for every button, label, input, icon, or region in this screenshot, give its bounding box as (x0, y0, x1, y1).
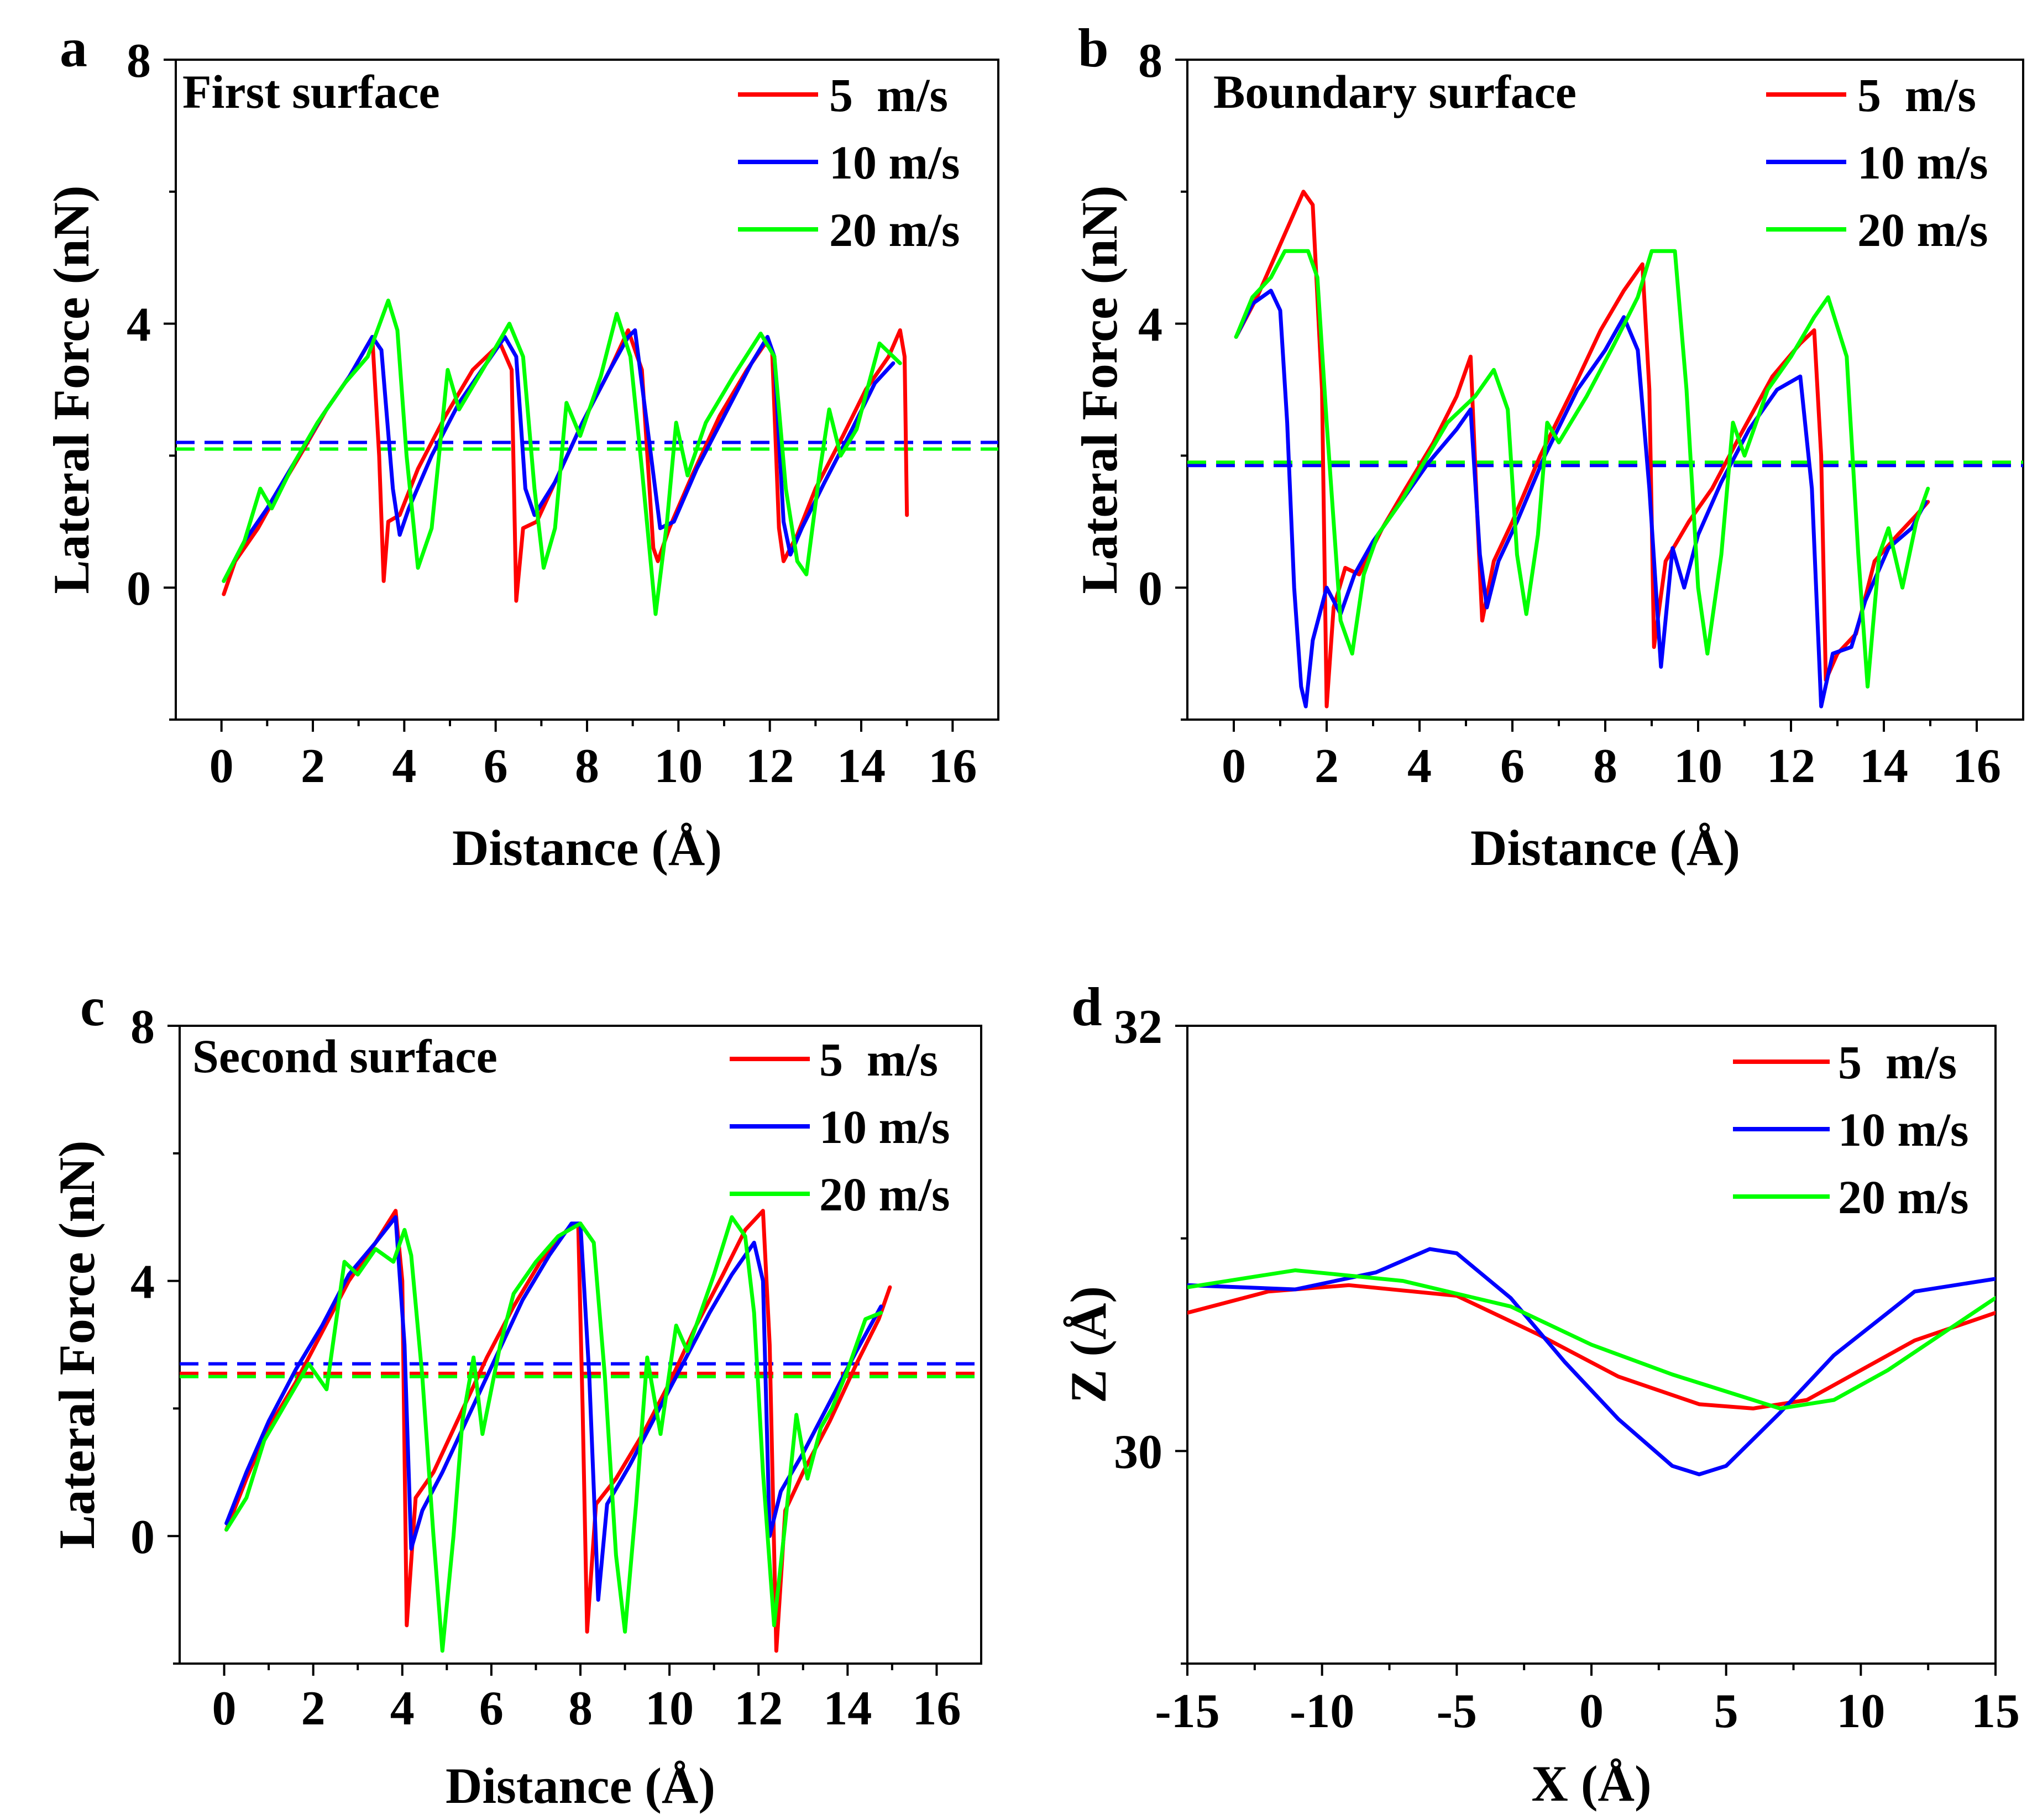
x-tick-label: 14 (823, 1682, 872, 1735)
legend-label: 5 m/s (1838, 1036, 1957, 1089)
series-line-red (222, 328, 909, 603)
legend: 5 m/s 10 m/s 20 m/s (1766, 69, 1988, 256)
plot-area (180, 1209, 981, 1653)
legend: 5 m/s 10 m/s 20 m/s (730, 1033, 950, 1221)
series-line-red (1234, 190, 1930, 709)
panel-title: First surface (182, 65, 440, 118)
series-line-red (1187, 1283, 1996, 1410)
x-tick-label: 4 (390, 1682, 415, 1735)
x-tick-label: 0 (1579, 1685, 1604, 1738)
x-tick-label: 16 (1952, 739, 2001, 793)
x-tick-label: 12 (746, 739, 794, 793)
panel-label: c (80, 976, 104, 1037)
legend-label: 10 m/s (819, 1100, 950, 1153)
x-tick-label: 2 (1314, 739, 1339, 793)
series-line-red (224, 1209, 892, 1653)
x-tick-label: 15 (1971, 1685, 2020, 1738)
x-tick-label: 5 (1714, 1685, 1738, 1738)
panel-label: d (1071, 976, 1102, 1037)
series-line-green (224, 1215, 883, 1653)
x-tick-label: 0 (212, 1682, 237, 1735)
y-tick-label: 8 (130, 1000, 155, 1054)
x-tick-label: 6 (1500, 739, 1525, 793)
x-tick-label: 2 (301, 739, 325, 793)
y-tick-label: 4 (1138, 298, 1162, 352)
x-tick-label: 10 (1836, 1685, 1885, 1738)
x-tick-label: 12 (1767, 739, 1815, 793)
x-tick-label: 8 (568, 1682, 593, 1735)
x-tick-label: 14 (1860, 739, 1908, 793)
y-tick-label: 8 (1138, 34, 1162, 88)
y-axis-label: Lateral Force (nN) (49, 1140, 105, 1549)
series-line-blue (224, 1215, 883, 1602)
x-tick-label: 16 (912, 1682, 961, 1735)
x-tick-label: 12 (734, 1682, 783, 1735)
panel-d: -15 -10 -5 0 5 10 15 30 32 X (Å) Z (Å) d 5 m/s 10 m/s… (1060, 976, 2020, 1812)
series-line-green (1187, 1268, 1996, 1410)
plot-area (176, 298, 998, 616)
x-axis-label: X (Å) (1531, 1755, 1651, 1812)
legend-label: 5 m/s (819, 1033, 938, 1086)
x-tick-label: 0 (210, 739, 234, 793)
x-tick-label: 4 (1407, 739, 1432, 793)
y-axis-label: Lateral Force (nN) (1071, 185, 1128, 594)
x-tick-label: -5 (1437, 1685, 1477, 1738)
panel-c: 0 2 4 6 8 10 12 14 16 0 4 8 Distance (Å) Lateral Forc… (49, 976, 982, 1814)
y-tick-label: 0 (127, 562, 151, 616)
x-tick-label: -10 (1290, 1685, 1354, 1738)
x-axis-label: Distance (Å) (1470, 820, 1740, 876)
x-tick-label: 10 (645, 1682, 694, 1735)
plot-area (1187, 190, 2023, 709)
legend-label: 10 m/s (1838, 1103, 1969, 1156)
series-line-blue (1187, 1247, 1996, 1477)
panel-title: Second surface (192, 1030, 497, 1083)
y-axis-label: Z (Å) (1060, 1286, 1117, 1403)
y-tick-label: 4 (127, 298, 151, 352)
y-tick-label: 0 (1138, 562, 1162, 616)
legend-label: 10 m/s (1857, 136, 1988, 189)
legend-label: 5 m/s (829, 69, 948, 122)
x-tick-label: 0 (1222, 739, 1246, 793)
series-line-green (222, 298, 902, 616)
x-tick-label: 10 (654, 739, 703, 793)
legend: 5 m/s 10 m/s 20 m/s (1733, 1036, 1969, 1224)
x-axis-label: Distance (Å) (452, 820, 722, 876)
legend-label: 20 m/s (829, 203, 960, 256)
legend-label: 20 m/s (819, 1168, 950, 1221)
x-tick-label: 10 (1674, 739, 1722, 793)
x-tick-label: 8 (1593, 739, 1617, 793)
x-tick-label: 16 (928, 739, 977, 793)
x-tick-label: 6 (479, 1682, 504, 1735)
y-tick-label: 0 (130, 1510, 155, 1564)
x-tick-label: 2 (301, 1682, 326, 1735)
y-tick-label: 30 (1114, 1425, 1162, 1479)
panel-label: b (1078, 17, 1109, 78)
y-tick-label: 4 (130, 1255, 155, 1309)
legend-label: 10 m/s (829, 136, 960, 189)
legend-label: 20 m/s (1857, 203, 1988, 256)
y-tick-label: 32 (1114, 1000, 1162, 1054)
y-tick-label: 8 (127, 34, 151, 88)
panel-label: a (60, 17, 87, 78)
series-line-green (1234, 249, 1930, 689)
x-tick-label: 14 (837, 739, 886, 793)
y-axis-label: Lateral Force (nN) (43, 185, 99, 594)
x-tick-label: 8 (575, 739, 599, 793)
plot-area (1187, 1247, 1996, 1477)
legend-label: 20 m/s (1838, 1171, 1969, 1224)
x-tick-label: -15 (1155, 1685, 1219, 1738)
x-axis-label: Distance (Å) (446, 1758, 715, 1814)
panel-a: 0 2 4 6 8 10 12 14 16 0 4 8 Distance (Å) Lateral Forc… (43, 17, 999, 876)
panel-title: Boundary surface (1213, 65, 1577, 118)
x-tick-label: 6 (484, 739, 508, 793)
x-tick-label: 4 (392, 739, 416, 793)
panel-b: 0 2 4 6 8 10 12 14 16 0 4 8 Distance (Å) Lateral Forc… (1071, 17, 2024, 876)
legend: 5 m/s 10 m/s 20 m/s (738, 69, 960, 256)
legend-label: 5 m/s (1857, 69, 1976, 122)
